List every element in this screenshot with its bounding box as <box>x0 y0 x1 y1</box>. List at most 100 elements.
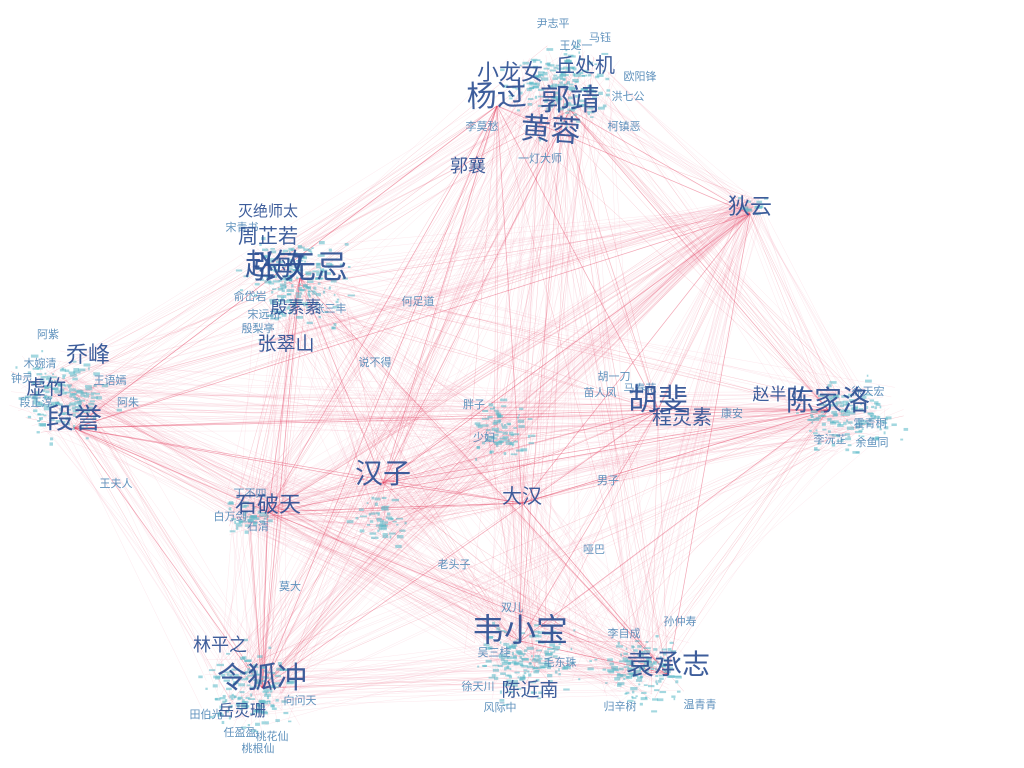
minor-character-mark <box>531 691 538 694</box>
minor-character-mark <box>376 517 382 521</box>
relationship-edge-faint <box>54 369 562 677</box>
minor-character-mark <box>60 405 65 409</box>
relationship-edge-faint <box>256 665 510 694</box>
minor-character-mark <box>813 432 818 435</box>
minor-character-mark <box>283 295 287 298</box>
relationship-edge-faint <box>272 79 571 264</box>
relationship-edge-faint <box>262 94 524 674</box>
relationship-edge-faint <box>272 276 508 422</box>
relationship-edge-faint <box>331 257 383 507</box>
relationship-edge-faint <box>327 252 857 425</box>
minor-character-mark <box>567 54 574 57</box>
minor-character-mark <box>830 422 837 425</box>
relationship-edge-faint <box>826 409 836 420</box>
minor-character-mark <box>813 418 820 421</box>
minor-character-mark <box>395 517 404 520</box>
character-label-major: 赵敏 <box>245 248 305 283</box>
minor-character-mark <box>314 277 318 280</box>
minor-character-mark <box>76 407 84 411</box>
minor-character-mark <box>44 396 47 400</box>
minor-character-mark <box>296 268 304 272</box>
minor-character-mark <box>273 268 278 273</box>
minor-character-mark <box>572 78 579 82</box>
minor-character-mark <box>493 441 496 444</box>
relationship-edge-faint <box>261 669 642 673</box>
minor-character-mark <box>492 664 499 667</box>
minor-character-mark <box>251 729 257 733</box>
minor-character-mark <box>504 631 507 634</box>
relationship-edge <box>272 109 571 263</box>
minor-character-mark <box>381 496 387 500</box>
relationship-edge-faint <box>263 201 758 512</box>
minor-character-mark <box>318 241 325 245</box>
relationship-edge <box>382 482 386 526</box>
minor-character-mark <box>219 697 226 700</box>
relationship-edge-faint <box>276 269 638 632</box>
minor-character-mark <box>615 645 624 648</box>
relationship-edge-faint <box>383 443 509 513</box>
minor-character-mark <box>47 375 52 379</box>
minor-character-mark <box>303 248 310 251</box>
relationship-edge <box>376 105 498 512</box>
relationship-edge-faint <box>22 355 287 692</box>
minor-character-mark <box>538 73 544 76</box>
minor-character-mark <box>339 263 345 266</box>
minor-character-mark <box>891 423 897 427</box>
relationship-edge-faint <box>569 63 807 409</box>
minor-character-mark <box>258 705 262 708</box>
relationship-edge <box>299 277 523 661</box>
relationship-edge-faint <box>231 503 251 528</box>
relationship-edge-faint <box>78 405 389 522</box>
minor-character-mark <box>655 680 658 684</box>
minor-character-mark <box>61 367 64 371</box>
relationship-edge-faint <box>73 399 828 419</box>
relationship-edge-faint <box>79 380 542 659</box>
relationship-edge-faint <box>255 415 523 518</box>
relationship-edge-faint <box>18 209 748 411</box>
minor-character-mark <box>370 512 376 515</box>
character-label-major: 郭襄 <box>450 156 486 177</box>
relationship-edge-faint <box>241 525 373 531</box>
relationship-edge-faint <box>496 81 530 683</box>
minor-character-mark <box>89 400 95 403</box>
relationship-edge-faint <box>391 508 518 650</box>
relationship-edge-faint <box>496 207 755 438</box>
minor-character-mark <box>31 381 37 385</box>
minor-character-mark <box>296 315 304 319</box>
relationship-edge-faint <box>299 207 754 330</box>
relationship-edge <box>261 677 495 689</box>
minor-character-mark <box>489 450 492 454</box>
minor-character-mark <box>859 396 867 399</box>
minor-character-mark <box>260 701 262 704</box>
minor-character-mark <box>256 730 258 733</box>
relationship-edge <box>73 427 249 503</box>
minor-character-mark <box>622 657 628 661</box>
minor-character-mark <box>860 424 862 428</box>
minor-character-mark <box>567 86 574 88</box>
relationship-edge-faint <box>512 211 738 436</box>
relationship-edge-faint <box>545 85 548 673</box>
minor-character-mark <box>529 634 537 638</box>
minor-character-mark <box>33 398 38 402</box>
minor-character-mark <box>287 311 293 315</box>
relationship-edge-faint <box>638 210 749 662</box>
minor-character-mark <box>522 83 525 87</box>
minor-character-mark <box>523 649 528 652</box>
relationship-edge <box>546 66 829 411</box>
minor-character-mark <box>498 419 502 423</box>
relationship-edge-faint <box>589 87 628 639</box>
minor-character-mark <box>654 689 660 692</box>
relationship-edge-faint <box>502 110 573 417</box>
relationship-edge-faint <box>280 293 294 298</box>
relationship-edge-faint <box>512 658 624 669</box>
relationship-edge <box>73 427 246 521</box>
minor-character-mark <box>667 648 672 651</box>
character-label-minor: 王语嫣 <box>94 373 127 387</box>
relationship-edge-faint <box>313 203 737 286</box>
relationship-edge-faint <box>282 299 511 422</box>
relationship-edge <box>261 212 750 689</box>
relationship-edge-faint <box>247 81 551 655</box>
relationship-edge-faint <box>72 367 508 455</box>
minor-character-mark <box>335 300 339 304</box>
